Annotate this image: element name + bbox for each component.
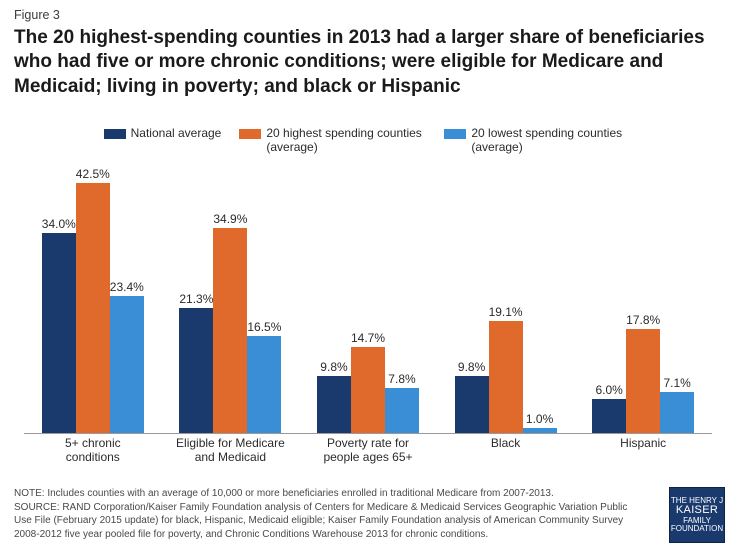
bar-group: 9.8%19.1%1.0%: [437, 168, 575, 434]
bar: 42.5%: [76, 183, 110, 434]
bar-value-label: 6.0%: [595, 383, 622, 399]
bar-value-label: 9.8%: [320, 360, 347, 376]
legend-label: National average: [131, 126, 222, 140]
legend-label: 20 highest spending counties (average): [266, 126, 426, 155]
bar-value-label: 16.5%: [247, 320, 281, 336]
bar: 21.3%: [179, 308, 213, 434]
bar-group: 6.0%17.8%7.1%: [574, 168, 712, 434]
bar: 9.8%: [317, 376, 351, 434]
bar: 14.7%: [351, 347, 385, 434]
bar: 9.8%: [455, 376, 489, 434]
bar: 7.1%: [660, 392, 694, 434]
bar: 6.0%: [592, 399, 626, 434]
bar-group: 21.3%34.9%16.5%: [162, 168, 300, 434]
x-axis-label: 5+ chronicconditions: [24, 434, 162, 458]
bar-value-label: 34.0%: [42, 217, 76, 233]
bar-value-label: 9.8%: [458, 360, 485, 376]
bar: 17.8%: [626, 329, 660, 434]
bar-value-label: 17.8%: [626, 313, 660, 329]
bar-group: 34.0%42.5%23.4%: [24, 168, 162, 434]
bar-value-label: 7.1%: [663, 376, 690, 392]
bar-value-label: 7.8%: [388, 372, 415, 388]
bar-value-label: 21.3%: [179, 292, 213, 308]
bar: 23.4%: [110, 296, 144, 434]
kff-logo: THE HENRY J KAISER FAMILY FOUNDATION: [669, 487, 725, 543]
footnote: NOTE: Includes counties with an average …: [14, 487, 644, 541]
bar: 16.5%: [247, 336, 281, 434]
bar-value-label: 14.7%: [351, 331, 385, 347]
logo-line: FOUNDATION: [671, 525, 723, 533]
bar-group: 9.8%14.7%7.8%: [299, 168, 437, 434]
legend-label: 20 lowest spending counties (average): [471, 126, 631, 155]
bar-value-label: 23.4%: [110, 280, 144, 296]
bar-value-label: 42.5%: [76, 167, 110, 183]
bar: 7.8%: [385, 388, 419, 434]
chart-title: The 20 highest-spending counties in 2013…: [14, 26, 715, 99]
bar-chart: 34.0%42.5%23.4%21.3%34.9%16.5%9.8%14.7%7…: [24, 168, 712, 458]
legend-item: 20 lowest spending counties (average): [444, 126, 631, 155]
legend-swatch: [239, 129, 261, 139]
bar: 19.1%: [489, 321, 523, 434]
legend-swatch: [104, 129, 126, 139]
x-axis-label: Black: [437, 434, 575, 458]
figure-label: Figure 3: [14, 8, 60, 22]
bar: 34.9%: [213, 228, 247, 434]
logo-line: KAISER: [676, 505, 718, 517]
legend-item: National average: [104, 126, 222, 155]
legend-swatch: [444, 129, 466, 139]
bar-value-label: 34.9%: [213, 212, 247, 228]
legend-item: 20 highest spending counties (average): [239, 126, 426, 155]
bar: 34.0%: [42, 233, 76, 434]
bar-value-label: 19.1%: [489, 305, 523, 321]
legend: National average 20 highest spending coun…: [0, 126, 735, 155]
bar-value-label: 1.0%: [526, 412, 553, 428]
x-axis-label: Eligible for Medicareand Medicaid: [162, 434, 300, 458]
x-axis-label: Hispanic: [574, 434, 712, 458]
x-axis-label: Poverty rate forpeople ages 65+: [299, 434, 437, 458]
